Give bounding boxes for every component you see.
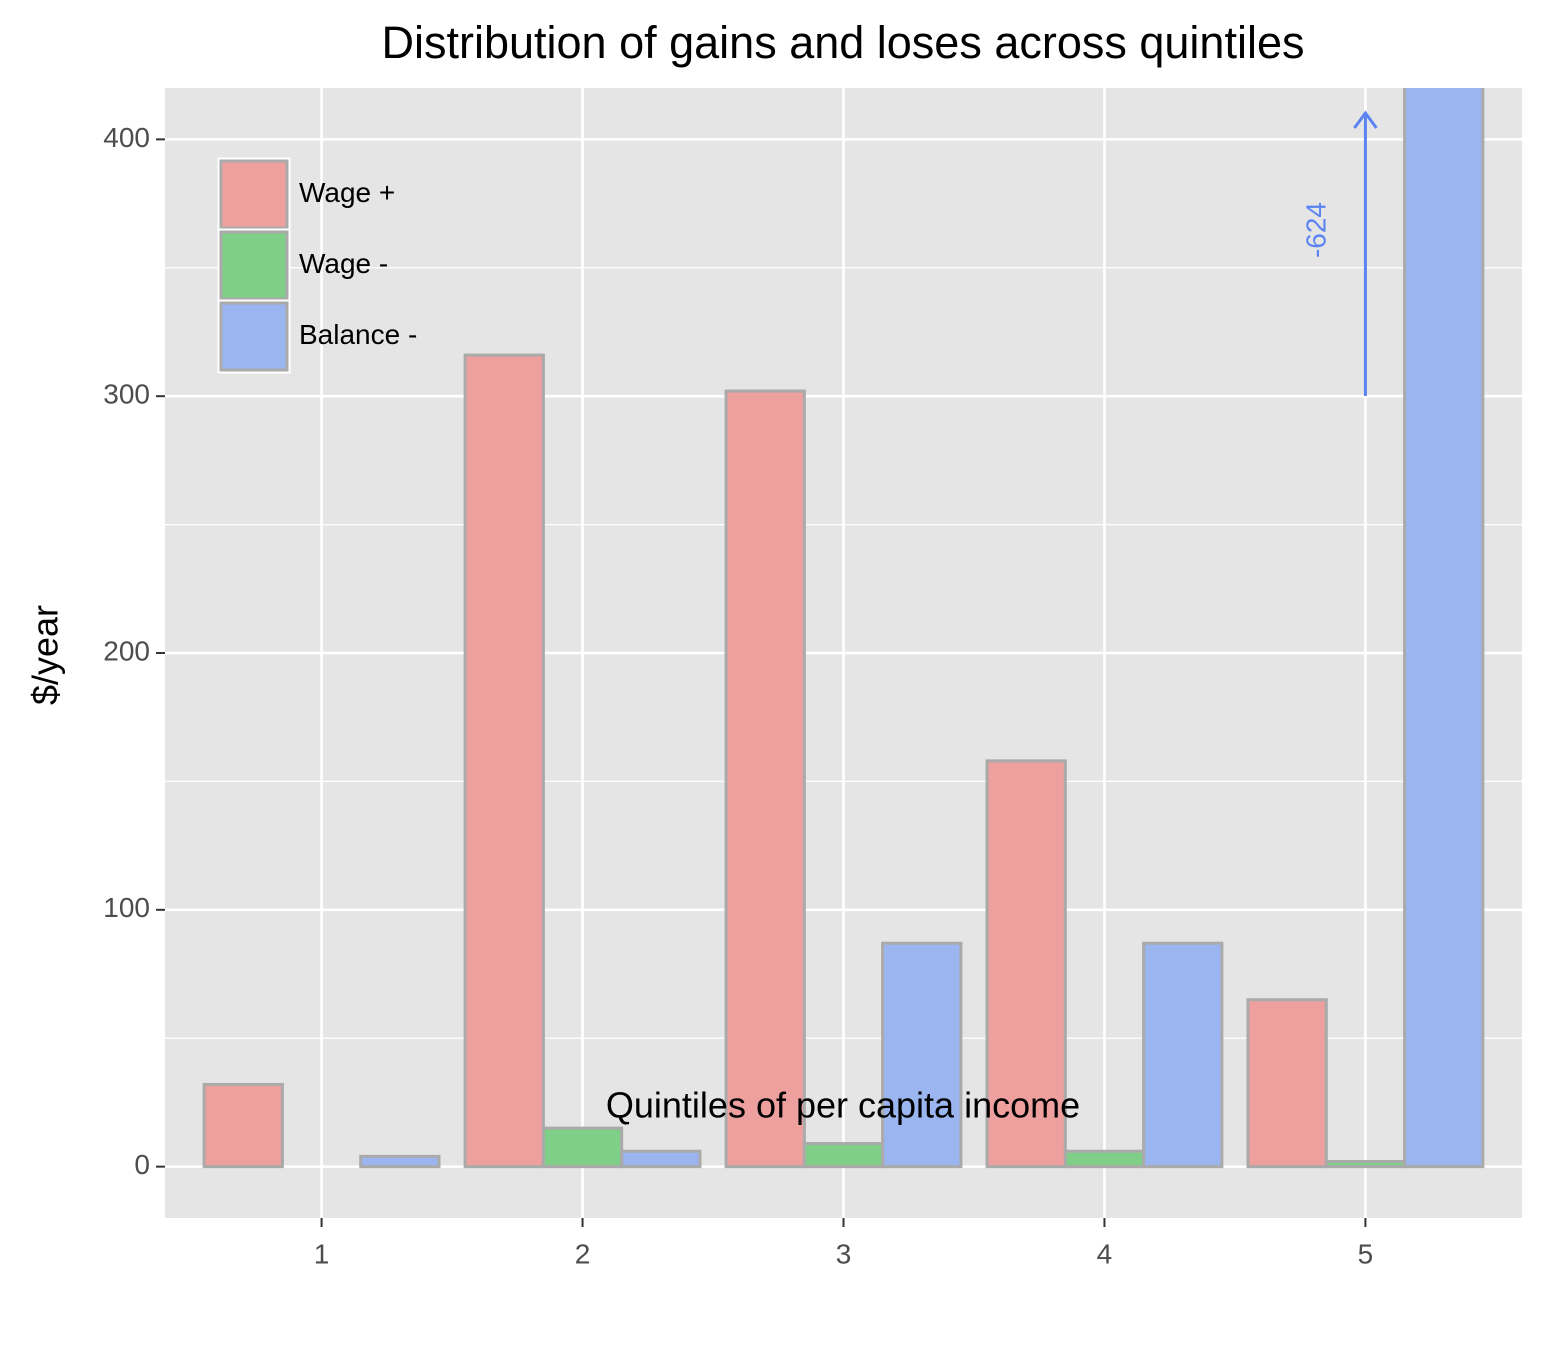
bar [802,1142,885,1169]
x-tick-label: 2 [575,1238,591,1269]
y-axis-label: $/year [25,605,66,705]
bar [1246,998,1328,1169]
y-tick-label: 100 [103,892,150,923]
legend-label: Wage + [299,177,395,208]
y-tick-label: 400 [103,122,150,153]
legend-key-border [219,301,289,372]
legend-key [217,228,291,303]
x-tick-label: 5 [1358,1238,1374,1269]
legend-key [217,299,291,374]
x-tick-label: 3 [836,1238,852,1269]
grid [165,88,1522,1218]
legend-label: Wage - [299,248,388,279]
legend-key-border [219,230,289,301]
bar [620,1149,702,1169]
bar [541,1126,624,1169]
bar [463,353,545,1169]
y-tick-label: 300 [103,379,150,410]
bar [985,759,1067,1169]
chart-title: Distribution of gains and loses across q… [382,17,1305,68]
annotation-arrowhead [1353,110,1378,129]
bar [724,389,806,1169]
bar [881,941,963,1169]
x-tick-label: 4 [1097,1238,1113,1269]
bar [1063,1149,1146,1169]
x-axis-label: Quintiles of per capita income [606,1085,1080,1126]
bar [359,1154,441,1169]
x-tick-label: 1 [314,1238,330,1269]
annotation: -624 [1300,202,1331,258]
bar [1142,941,1224,1169]
legend-key [217,157,291,232]
legend-key-border [219,159,289,230]
bar [1403,88,1485,1169]
axes: 0 100 200 300 400 1 2 3 4 5 [103,122,1373,1270]
bar [1324,1160,1407,1169]
y-tick-label: 200 [103,635,150,666]
legend-label: Balance - [299,319,417,350]
y-tick-label: 0 [134,1149,150,1180]
bars [202,88,1485,1169]
bar [202,1082,284,1169]
